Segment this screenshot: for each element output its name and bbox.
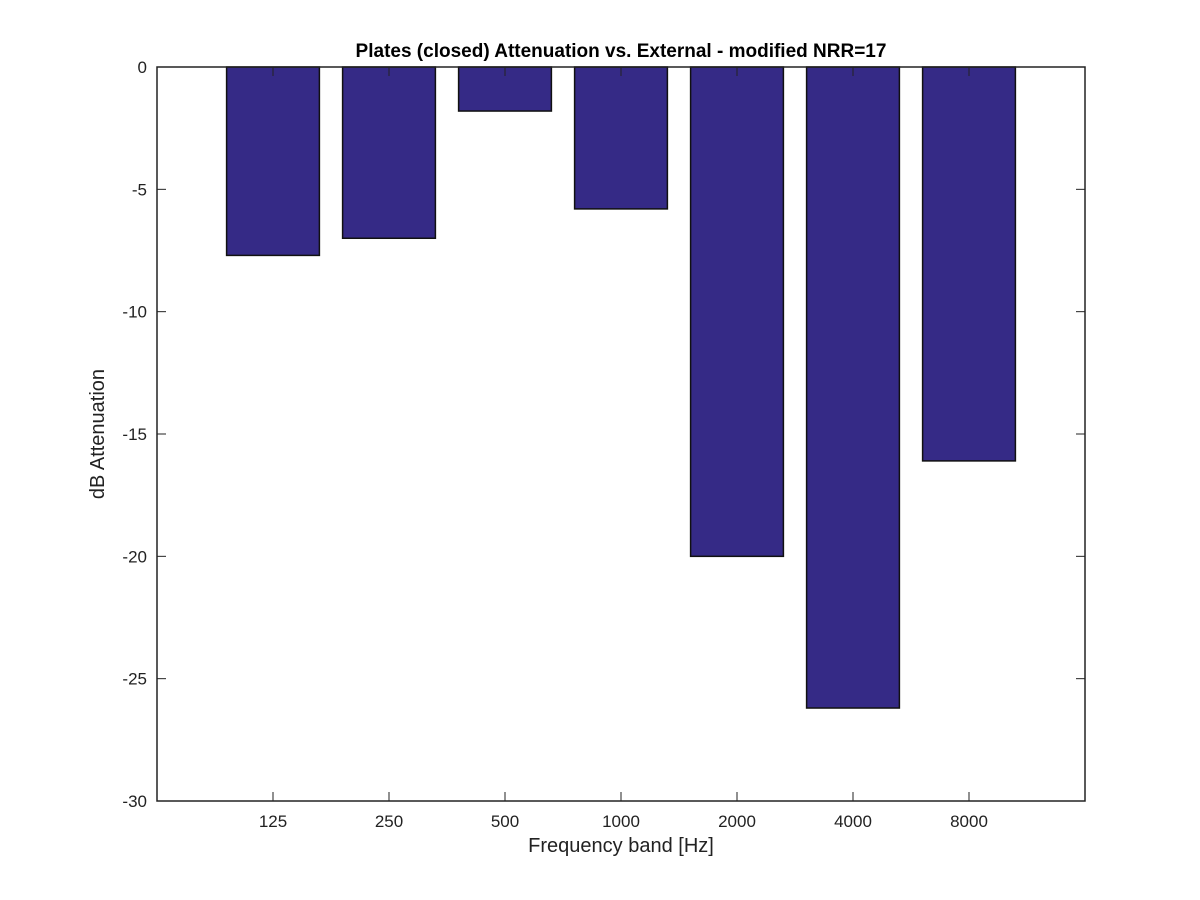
ticks-group: 125 250 500 1000 2000 4000 8000 0 -5 -10 -15 -20 -25… (122, 58, 1085, 831)
x-tick-label-1000: 1000 (602, 812, 640, 831)
x-tick-label-8000: 8000 (950, 812, 988, 831)
bar-8000 (921, 66, 1017, 462)
x-axis-label: Frequency band [Hz] (528, 835, 714, 857)
chart-title: Plates (closed) Attenuation vs. External… (356, 41, 887, 62)
y-tick-label-2: -10 (122, 303, 147, 322)
bar-1000 (573, 66, 669, 210)
y-tick-label-6: -30 (122, 792, 147, 811)
y-tick-label-4: -20 (122, 547, 147, 566)
y-tick-label-1: -5 (132, 180, 147, 199)
y-axis-label: dB Attenuation (87, 369, 109, 499)
x-tick-label-4000: 4000 (834, 812, 872, 831)
bar-250 (341, 66, 437, 240)
y-tick-label-5: -25 (122, 670, 147, 689)
x-tick-label-250: 250 (375, 812, 403, 831)
x-tick-label-125: 125 (259, 812, 287, 831)
bar-4000 (805, 66, 901, 709)
y-tick-label-0: 0 (138, 58, 147, 77)
x-tick-label-500: 500 (491, 812, 519, 831)
bar-125 (225, 66, 321, 257)
x-tick-label-2000: 2000 (718, 812, 756, 831)
axes-box (156, 66, 1086, 802)
y-tick-label-3: -15 (122, 425, 147, 444)
bar-2000 (689, 66, 785, 558)
